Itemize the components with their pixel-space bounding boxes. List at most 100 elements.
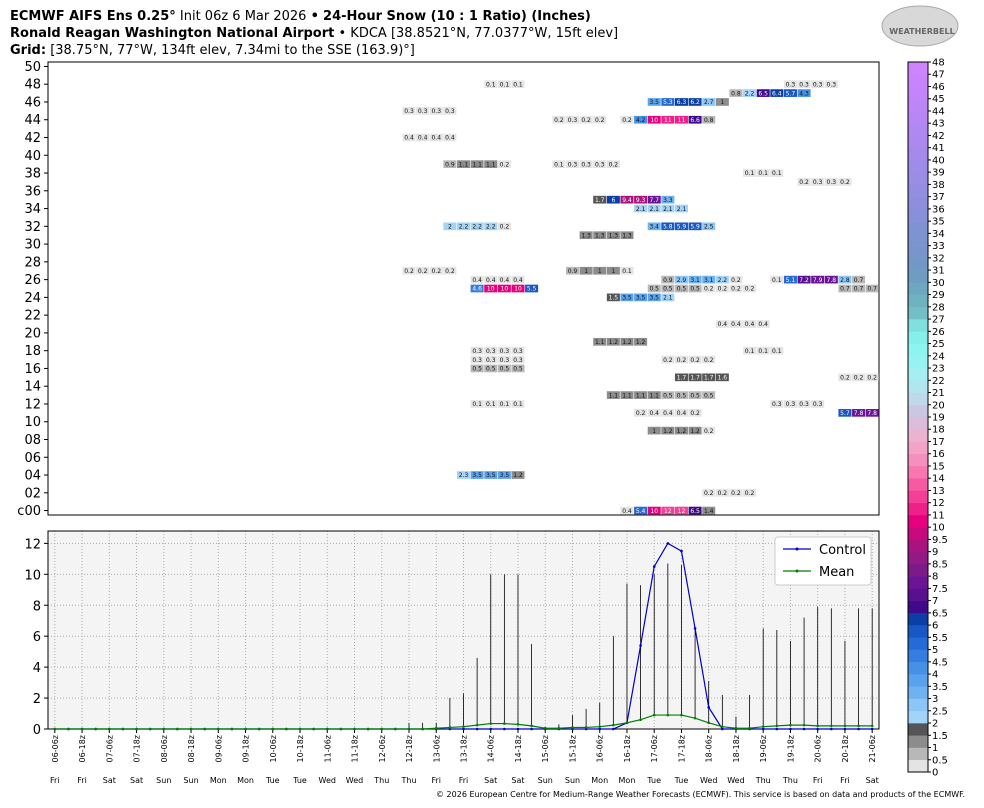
colorbar-bin [908, 465, 928, 479]
y-tick-label: 8 [33, 599, 41, 614]
colorbar-label: 34 [932, 229, 945, 240]
x-tick-label: 11-06z [323, 735, 332, 762]
cell-label: 0.5 [690, 286, 700, 293]
day-label: Sun [156, 776, 171, 785]
colorbar-label: 5 [932, 645, 938, 656]
colorbar-bin [908, 710, 928, 724]
series-marker [516, 723, 520, 726]
cell [647, 98, 661, 106]
cell-label: 0.2 [745, 490, 755, 497]
cell-label: 2.8 [840, 277, 850, 284]
colorbar-label: 28 [932, 302, 945, 313]
series-marker [857, 724, 860, 728]
cell-label: 1.1 [636, 392, 646, 399]
cell [852, 284, 866, 293]
series-marker [775, 727, 779, 731]
colorbar-label: 29 [932, 290, 945, 301]
x-tick-label: 15-18z [568, 735, 577, 762]
cell-label: 0.1 [745, 170, 755, 177]
day-label: Wed [700, 776, 717, 785]
cell [674, 426, 688, 435]
colorbar-bin [908, 355, 928, 369]
colorbar-label: 2.5 [932, 706, 948, 717]
cell-label: 0.3 [500, 348, 510, 355]
colorbar-bin [908, 453, 928, 467]
cell [606, 195, 620, 204]
colorbar-bin [908, 735, 928, 748]
cell-label: 1.1 [595, 339, 605, 346]
cell [702, 284, 716, 293]
series-marker [843, 727, 847, 731]
colorbar-label: 4 [932, 670, 938, 681]
cell [525, 284, 539, 293]
series-marker [734, 726, 738, 730]
cell-label: 6.2 [690, 99, 700, 106]
cell [484, 364, 498, 373]
cell-label: 2.7 [704, 99, 714, 106]
colorbar-label: 16 [932, 449, 945, 460]
colorbar-label: 20 [932, 400, 945, 411]
colorbar-label: 1.5 [932, 731, 948, 742]
cell-label: 0.4 [404, 135, 414, 142]
day-label: Wed [319, 776, 336, 785]
series-marker [802, 723, 806, 727]
cell-label: 3.5 [622, 295, 632, 302]
cell-label: 1 [652, 428, 656, 435]
y-tick-label: 2 [33, 692, 41, 707]
cell-label: 0.2 [731, 490, 741, 497]
cell-label: 0.4 [486, 277, 496, 284]
series-marker [339, 727, 343, 731]
cell-label: 0.8 [731, 90, 741, 97]
day-label: Thu [373, 776, 389, 785]
cell [620, 231, 634, 240]
colorbar-bin [908, 478, 928, 491]
colorbar-bin [908, 490, 928, 503]
cell [702, 222, 716, 231]
cell-label: 0.5 [677, 286, 687, 293]
cell-label: 5.4 [636, 508, 646, 515]
cell-label: 1.4 [704, 508, 714, 515]
cell [620, 115, 634, 124]
series-marker [80, 727, 84, 731]
x-tick-label: 09-18z [242, 735, 251, 762]
y-tick-label: 34 [24, 202, 41, 217]
cell-label: 0.4 [431, 135, 441, 142]
cell-label: 1.6 [718, 375, 728, 382]
series-marker [721, 725, 724, 728]
cell-label: 2.1 [677, 206, 687, 213]
colorbar-label: 19 [932, 413, 945, 424]
cell-label: 10 [487, 286, 495, 293]
colorbar-bin [908, 294, 928, 308]
series-marker [325, 727, 329, 731]
cell-label: 10 [650, 508, 658, 515]
colorbar-label: 9.5 [932, 535, 948, 546]
cell-label: 0.2 [500, 161, 510, 168]
cell [674, 284, 688, 293]
cell [511, 275, 525, 284]
series-marker [721, 727, 724, 731]
cell [743, 346, 757, 355]
cell [402, 107, 416, 115]
cell-label: 1.5 [609, 295, 619, 302]
colorbar-bin [908, 612, 928, 626]
cell [674, 506, 688, 515]
colorbar-label: 1 [932, 743, 938, 754]
x-tick-label: 10-18z [296, 735, 305, 762]
cell [702, 373, 716, 382]
series-marker [652, 713, 656, 717]
legend-marker [795, 569, 799, 573]
series-marker [203, 727, 206, 731]
cell-label: 0.2 [431, 268, 441, 275]
colorbar-label: 6.5 [932, 608, 948, 619]
cell-label: 5.5 [527, 286, 537, 293]
cell-label: 0.7 [840, 286, 850, 293]
cell [729, 284, 743, 293]
cell-label: 11 [664, 117, 672, 124]
cell-label: 0.5 [663, 286, 673, 293]
cell [634, 204, 648, 213]
series-marker [870, 724, 874, 728]
cell-label: 2 [448, 224, 452, 231]
colorbar-label: 33 [932, 241, 945, 252]
cell [429, 266, 443, 275]
cell [647, 284, 661, 293]
